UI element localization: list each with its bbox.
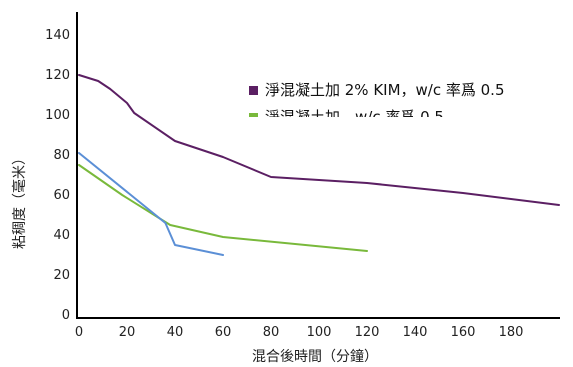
legend-label-1: 淨混凝土加 2% KIM，w/c 率爲 0.5 [265, 81, 505, 99]
axes [76, 12, 560, 319]
y-tick-labels: 0 20 40 60 80 100 120 140 [45, 28, 70, 323]
x-axis-title: 混合後時間（分鐘） [252, 348, 378, 365]
series-line-1 [78, 74, 560, 206]
x-tick-label-180: 180 [499, 325, 524, 340]
x-tick-label-100: 100 [307, 325, 332, 340]
y-axis-title: 粘稠度（毫米） [11, 151, 28, 249]
x-tick-labels: 0 20 40 60 80 100 120 140 160 180 [75, 325, 524, 340]
x-tick-label-20: 20 [119, 325, 136, 340]
y-tick-label-100: 100 [45, 108, 70, 123]
x-tick-label-80: 80 [263, 325, 280, 340]
y-tick-label-20: 20 [53, 268, 70, 283]
series-line-2 [78, 164, 368, 252]
legend-label-2: 淨混凝土加，w/c 率爲 0.5 [265, 108, 444, 126]
legend-swatch-3 [249, 140, 258, 149]
x-tick-label-160: 160 [451, 325, 476, 340]
x-tick-label-0: 0 [75, 325, 83, 340]
y-tick-label-0: 0 [62, 308, 70, 323]
series-line-3 [78, 152, 224, 256]
x-tick-label-60: 60 [215, 325, 232, 340]
legend: 淨混凝土加 2% KIM，w/c 率爲 0.5 淨混凝土加，w/c 率爲 0.5 淨… [249, 81, 514, 153]
legend-swatch-1 [249, 86, 258, 95]
y-tick-label-140: 140 [45, 28, 70, 43]
series-lines [78, 74, 560, 256]
legend-swatch-2 [249, 113, 258, 117]
legend-label-3: 淨混凝土加 2% KIM，w/c 率爲 0.46 [265, 135, 514, 153]
x-tick-label-140: 140 [403, 325, 428, 340]
x-tick-label-40: 40 [167, 325, 184, 340]
y-tick-label-60: 60 [53, 188, 70, 203]
x-tick-label-120: 120 [355, 325, 380, 340]
y-tick-label-80: 80 [53, 148, 70, 163]
y-tick-label-40: 40 [53, 228, 70, 243]
y-tick-label-120: 120 [45, 68, 70, 83]
